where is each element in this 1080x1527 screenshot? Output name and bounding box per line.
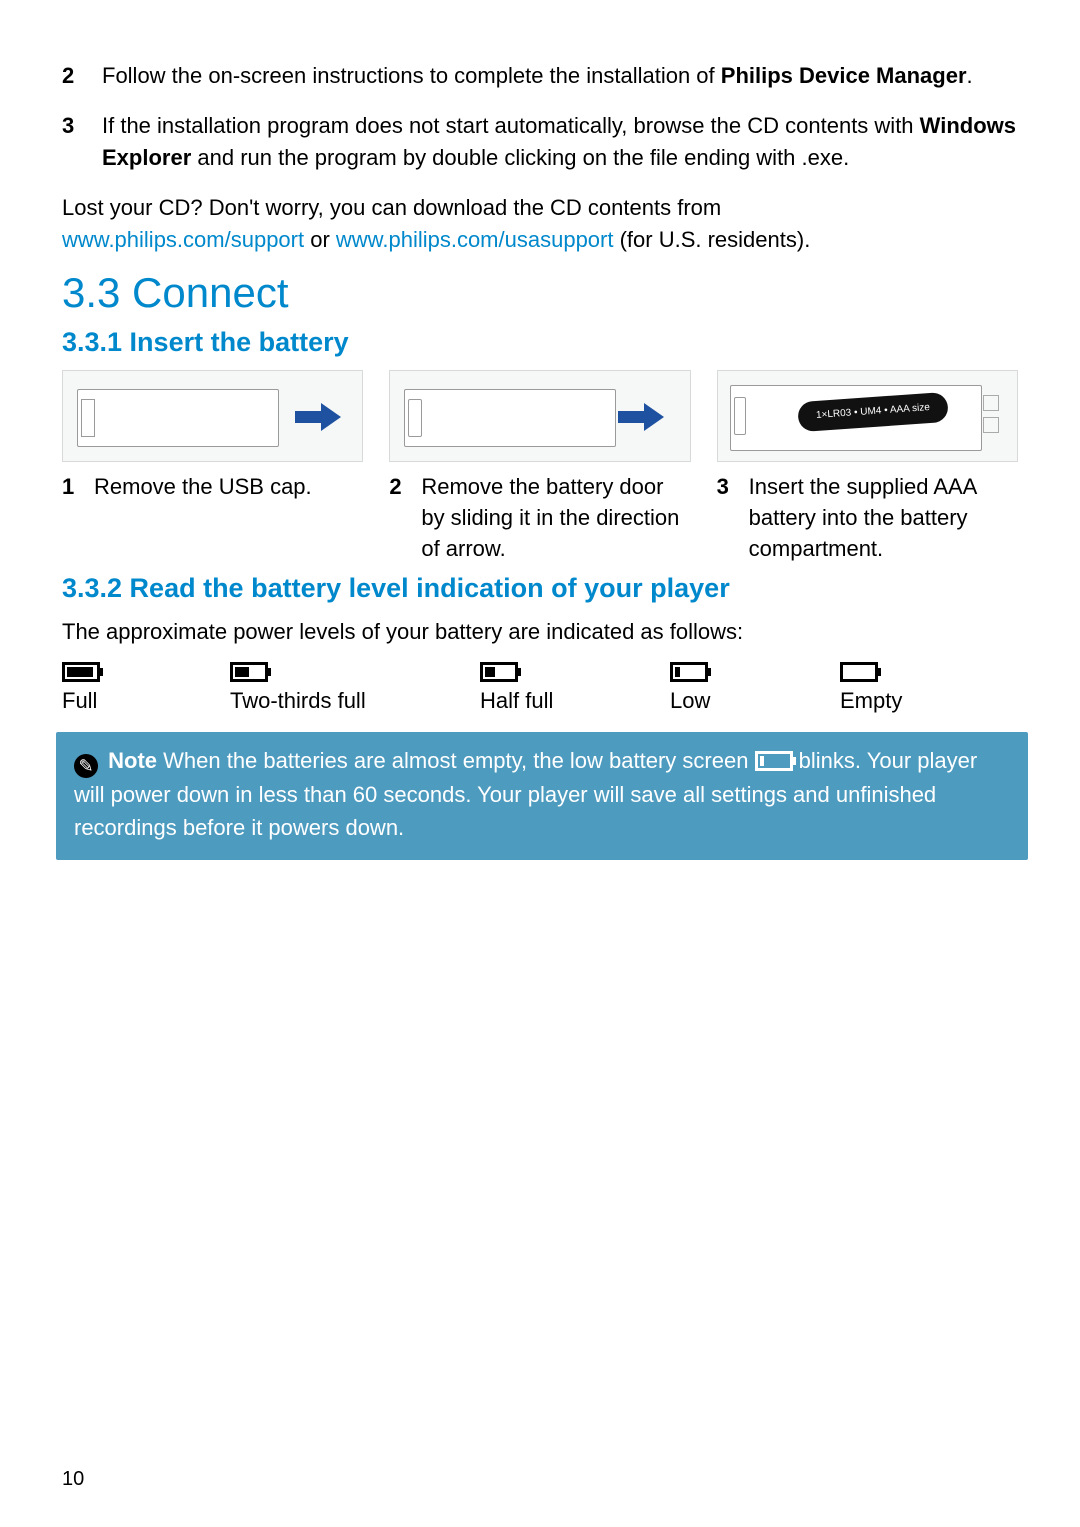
step-number: 3 <box>62 110 102 174</box>
caption-number: 3 <box>717 472 749 564</box>
text: Follow the on-screen instructions to com… <box>102 63 721 88</box>
battery-fill <box>675 667 680 677</box>
text: and run the program by double clicking o… <box>191 145 849 170</box>
note-icon: ✎ <box>74 754 98 778</box>
subsection-heading-insert-battery: 3.3.1 Insert the battery <box>62 327 1018 358</box>
figure-caption-3: 3 Insert the supplied AAA battery into t… <box>717 472 1018 564</box>
figure-remove-battery-door <box>389 370 690 462</box>
step-number: 2 <box>62 60 102 92</box>
install-step-2: 2 Follow the on-screen instructions to c… <box>62 60 1018 92</box>
battery-full-icon <box>62 662 100 682</box>
battery-level-label: Empty <box>840 688 990 714</box>
install-step-3: 3 If the installation program does not s… <box>62 110 1018 174</box>
section-heading-connect: 3.3 Connect <box>62 269 1018 317</box>
text-bold: Philips Device Manager <box>721 63 967 88</box>
battery-empty-icon <box>840 662 878 682</box>
text: If the installation program does not sta… <box>102 113 920 138</box>
text: Lost your CD? Don't worry, you can downl… <box>62 195 721 220</box>
battery-fill <box>235 667 249 677</box>
battery-two-thirds-icon <box>230 662 268 682</box>
caption-text: Insert the supplied AAA battery into the… <box>749 472 1018 564</box>
caption-number: 2 <box>389 472 421 564</box>
arrow-right-icon <box>618 403 664 431</box>
text: or <box>304 227 336 252</box>
caption-text: Remove the battery door by sliding it in… <box>421 472 690 564</box>
step-body: If the installation program does not sta… <box>102 110 1018 174</box>
battery-steps-figures: 1 Remove the USB cap. 2 Remove the batte… <box>62 370 1018 564</box>
figure-caption-2: 2 Remove the battery door by sliding it … <box>389 472 690 564</box>
lost-cd-text: Lost your CD? Don't worry, you can downl… <box>62 192 1018 256</box>
battery-level-label: Two-thirds full <box>230 688 480 714</box>
battery-low-blink-icon <box>755 751 793 771</box>
battery-half-icon <box>480 662 518 682</box>
arrow-right-icon <box>295 403 341 431</box>
support-link-1[interactable]: www.philips.com/support <box>62 227 304 252</box>
step-body: Follow the on-screen instructions to com… <box>102 60 1018 92</box>
caption-text: Remove the USB cap. <box>94 472 363 503</box>
subsection-heading-battery-level: 3.3.2 Read the battery level indication … <box>62 573 1018 604</box>
battery-level-label: Half full <box>480 688 670 714</box>
battery-levels-intro: The approximate power levels of your bat… <box>62 616 1018 648</box>
note-lead: Note <box>108 748 157 773</box>
battery-fill <box>67 667 93 677</box>
caption-number: 1 <box>62 472 94 503</box>
figure-caption-1: 1 Remove the USB cap. <box>62 472 363 503</box>
figure-remove-usb-cap <box>62 370 363 462</box>
note-box: ✎ Note When the batteries are almost emp… <box>56 732 1028 860</box>
support-link-2[interactable]: www.philips.com/usasupport <box>336 227 614 252</box>
figure-insert-aaa-battery: 1×LR03 • UM4 • AAA size <box>717 370 1018 462</box>
note-text-1: When the batteries are almost empty, the… <box>157 748 755 773</box>
text: (for U.S. residents). <box>613 227 810 252</box>
battery-level-label: Full <box>62 688 230 714</box>
battery-fill <box>485 667 495 677</box>
battery-levels-legend: Full Two-thirds full Half full Low Empty <box>62 662 1018 714</box>
battery-level-label: Low <box>670 688 840 714</box>
page-number: 10 <box>62 1468 84 1491</box>
text: . <box>967 63 973 88</box>
battery-low-icon <box>670 662 708 682</box>
